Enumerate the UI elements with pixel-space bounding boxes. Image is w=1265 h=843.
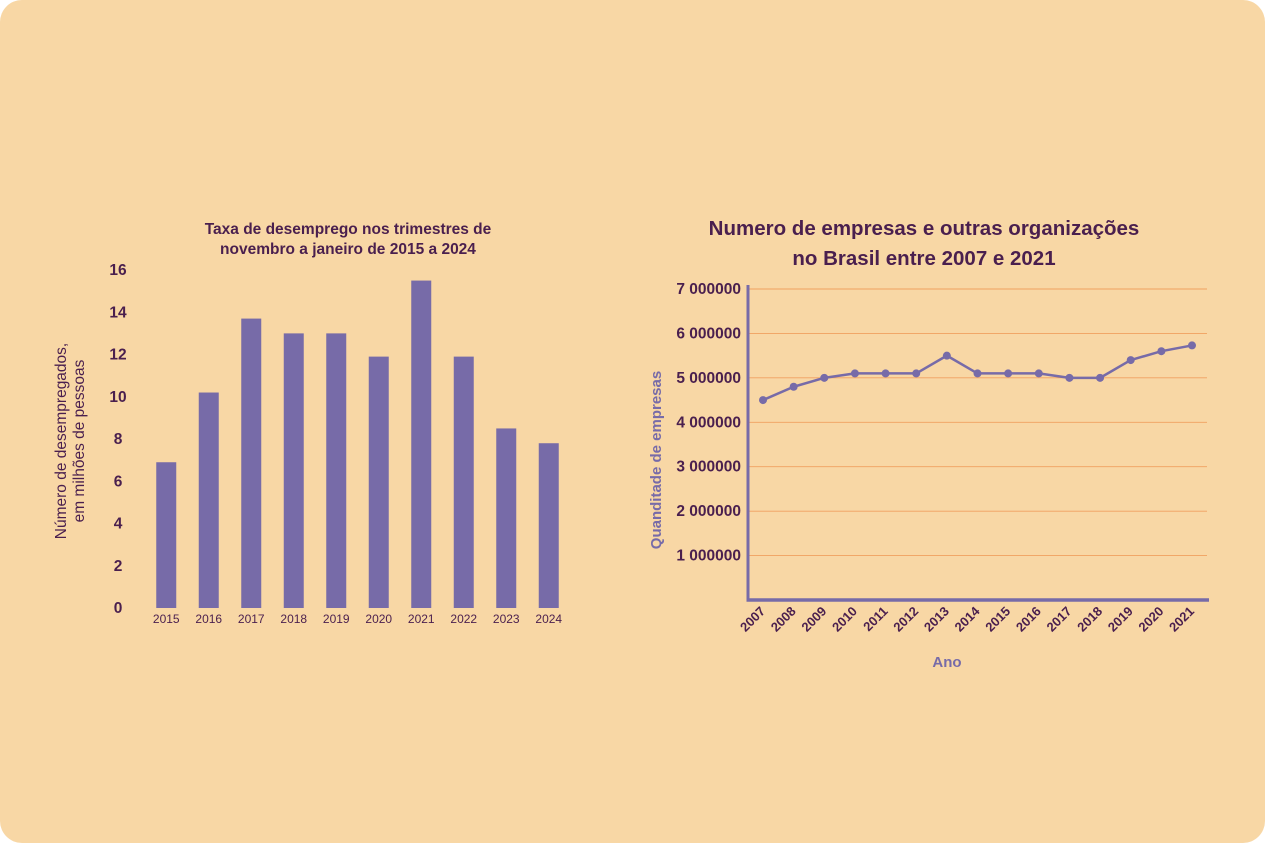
bar-chart-title-line: novembro a janeiro de 2015 a 2024: [220, 241, 476, 258]
line-chart-xtick-label: 2016: [1013, 604, 1044, 635]
line-chart-point-2014: [973, 369, 982, 378]
line-chart-ytick-label: 5 000000: [676, 370, 741, 387]
bar-2022: [453, 356, 474, 608]
bar-chart-ytick-label: 4: [114, 516, 123, 533]
line-chart-ytick-label: 6 000000: [676, 325, 741, 342]
bar-chart-xtick-label: 2016: [195, 612, 222, 626]
bar-chart-ytick-label: 10: [109, 389, 126, 406]
line-chart-point-2015: [1004, 369, 1013, 378]
bar-chart-xtick-label: 2015: [153, 612, 180, 626]
line-chart-ylabel: Quanditade de empresas: [648, 371, 665, 549]
line-chart-ytick-label: 1 000000: [676, 548, 741, 565]
bar-chart-xtick-label: 2024: [535, 612, 562, 626]
bar-2023: [496, 428, 517, 608]
line-chart-xtick-label: 2019: [1105, 604, 1136, 635]
line-chart-point-2021: [1188, 341, 1196, 350]
line-chart-point-2009: [820, 373, 829, 382]
line-chart-ytick-label: 4 000000: [676, 414, 741, 431]
bar-chart-ytick-label: 2: [114, 558, 123, 575]
line-chart-xtick-label: 2013: [921, 604, 952, 635]
bar-chart-ytick-label: 14: [109, 304, 127, 321]
bar-chart-ytick-label: 0: [114, 600, 123, 617]
bar-2016: [198, 392, 219, 608]
bar-chart-xtick-label: 2021: [408, 612, 435, 626]
line-chart-point-2011: [881, 369, 890, 378]
bar-chart-ylabel-line: em milhões de pessoas: [71, 359, 88, 522]
line-chart-xtick-label: 2018: [1074, 604, 1105, 635]
line-chart-point-2010: [850, 369, 859, 378]
line-chart-xtick-label: 2010: [829, 604, 860, 635]
bar-chart-ytick-label: 8: [114, 431, 123, 448]
bar-chart-ytick-label: 6: [114, 473, 123, 490]
line-chart-point-2018: [1096, 373, 1105, 382]
line-chart-point-2008: [789, 382, 798, 391]
line-chart-title-line: Numero de empresas e outras organizações: [709, 217, 1140, 240]
bar-chart-xtick-label: 2022: [450, 612, 477, 626]
line-chart-ytick-label: 7 000000: [676, 281, 741, 298]
bar-chart-xtick-label: 2020: [365, 612, 392, 626]
line-chart-xtick-label: 2012: [890, 604, 921, 635]
bar-2024: [538, 443, 559, 608]
bar-2019: [326, 333, 347, 608]
line-chart-point-2020: [1157, 347, 1166, 356]
line-chart-xtick-label: 2017: [1043, 604, 1074, 635]
line-chart-xtick-label: 2011: [860, 604, 891, 635]
bar-2015: [156, 462, 177, 608]
bar-chart-ytick-label: 16: [109, 262, 127, 279]
line-chart-point-2013: [942, 351, 951, 360]
bar-chart-ylabel-line: Número de desempregados,: [53, 343, 70, 539]
bar-2017: [241, 318, 262, 608]
bar-2021: [411, 280, 432, 608]
line-chart-ytick-label: 3 000000: [676, 459, 741, 476]
bar-chart-xtick-label: 2023: [493, 612, 520, 626]
line-chart-xtick-label: 2009: [798, 604, 829, 635]
bar-chart-xtick-label: 2018: [280, 612, 307, 626]
line-chart-title-line: no Brasil entre 2007 e 2021: [792, 247, 1055, 270]
companies-line-chart: Numero de empresas e outras organizações…: [648, 217, 1209, 671]
line-chart-point-2019: [1126, 356, 1135, 365]
line-chart-point-2017: [1065, 373, 1074, 382]
line-chart-ytick-label: 2 000000: [676, 503, 741, 520]
line-chart-xtick-label: 2020: [1135, 604, 1166, 635]
bar-2020: [368, 356, 389, 608]
bar-chart-ytick-label: 12: [109, 347, 126, 364]
line-chart-xtick-label: 2007: [737, 604, 768, 635]
bar-chart-xtick-label: 2017: [238, 612, 265, 626]
line-chart-xtick-label: 2021: [1166, 604, 1197, 635]
line-chart-point-2016: [1034, 369, 1043, 378]
line-chart-xtick-label: 2014: [952, 603, 984, 635]
unemployment-bar-chart: Taxa de desemprego nos trimestres de nove…: [53, 221, 562, 626]
bar-chart-xtick-label: 2019: [323, 612, 350, 626]
line-chart-point-2012: [912, 369, 921, 378]
line-chart-xlabel: Ano: [932, 654, 961, 671]
line-chart-point-2007: [759, 396, 767, 405]
line-chart-xtick-label: 2008: [768, 604, 799, 635]
bar-chart-title-line: Taxa de desemprego nos trimestres de: [205, 221, 492, 238]
line-chart-xtick-label: 2015: [982, 604, 1013, 635]
bar-2018: [283, 333, 304, 608]
